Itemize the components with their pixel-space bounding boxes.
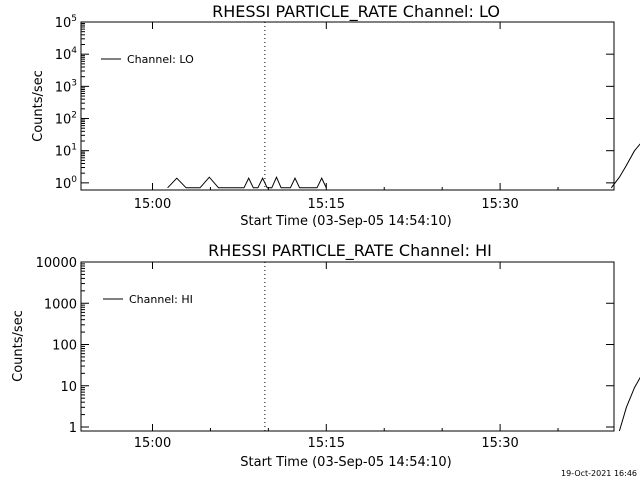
panel-lo-series-1: [610, 143, 640, 189]
panel-lo-ytick-label: 100: [55, 175, 78, 192]
panel-lo-ticks: 15:0015:1515:3015:4516:0016:1516:3010010…: [55, 14, 614, 212]
panel-lo-ylabel: Counts/sec: [31, 70, 46, 142]
panel-hi-ytick-label: 10000: [36, 256, 77, 271]
panel-hi-xlabel: Start Time (03-Sep-05 14:54:10): [240, 455, 451, 470]
panel-hi-ytick-label: 1000: [44, 297, 77, 312]
panel-lo-xtick-label: 15:00: [134, 197, 171, 212]
panel-hi-lines: SE: [264, 262, 640, 432]
panel-lo-lines: SE: [167, 22, 640, 190]
panel-hi-xtick-label: 15:15: [308, 436, 345, 451]
panel-hi-frame: [80, 261, 615, 432]
panel-hi-ylabel: Counts/sec: [11, 310, 26, 382]
panel-lo-title: RHESSI PARTICLE_RATE Channel: LO: [212, 2, 500, 22]
panel-lo: RHESSI PARTICLE_RATE Channel: LO SE 15:0…: [31, 2, 640, 229]
panel-hi-ytick-label: 100: [52, 339, 77, 354]
panel-hi-legend-label: Channel: HI: [129, 293, 193, 306]
panel-hi-xtick-label: 15:30: [481, 436, 518, 451]
panel-lo-xlabel: Start Time (03-Sep-05 14:54:10): [240, 214, 451, 229]
panel-hi-ytick-label: 1: [69, 421, 77, 436]
panel-hi-xtick-label: 15:00: [134, 436, 171, 451]
panel-lo-legend-label: Channel: LO: [127, 53, 194, 66]
panel-hi-title: RHESSI PARTICLE_RATE Channel: HI: [208, 241, 492, 261]
panel-hi: RHESSI PARTICLE_RATE Channel: HI SE 15:0…: [11, 241, 640, 470]
panel-lo-frame: [80, 21, 615, 191]
panel-lo-ytick-label: 102: [55, 111, 77, 128]
panel-lo-xtick-label: 15:15: [308, 197, 345, 212]
panel-lo-ytick-label: 101: [55, 143, 77, 160]
panel-lo-series-0: [167, 175, 327, 189]
panel-hi-series-0: [618, 376, 640, 432]
panel-hi-ytick-label: 10: [60, 380, 77, 395]
panel-lo-ytick-label: 104: [55, 46, 78, 63]
panel-lo-xtick-label: 15:30: [481, 197, 518, 212]
panel-lo-ytick-label: 103: [55, 78, 77, 95]
panel-lo-ytick-label: 105: [55, 14, 77, 31]
panel-hi-ticks: 15:0015:1515:3015:4516:0016:1516:3011010…: [36, 256, 614, 451]
footer-timestamp: 19-Oct-2021 16:46: [561, 469, 637, 478]
